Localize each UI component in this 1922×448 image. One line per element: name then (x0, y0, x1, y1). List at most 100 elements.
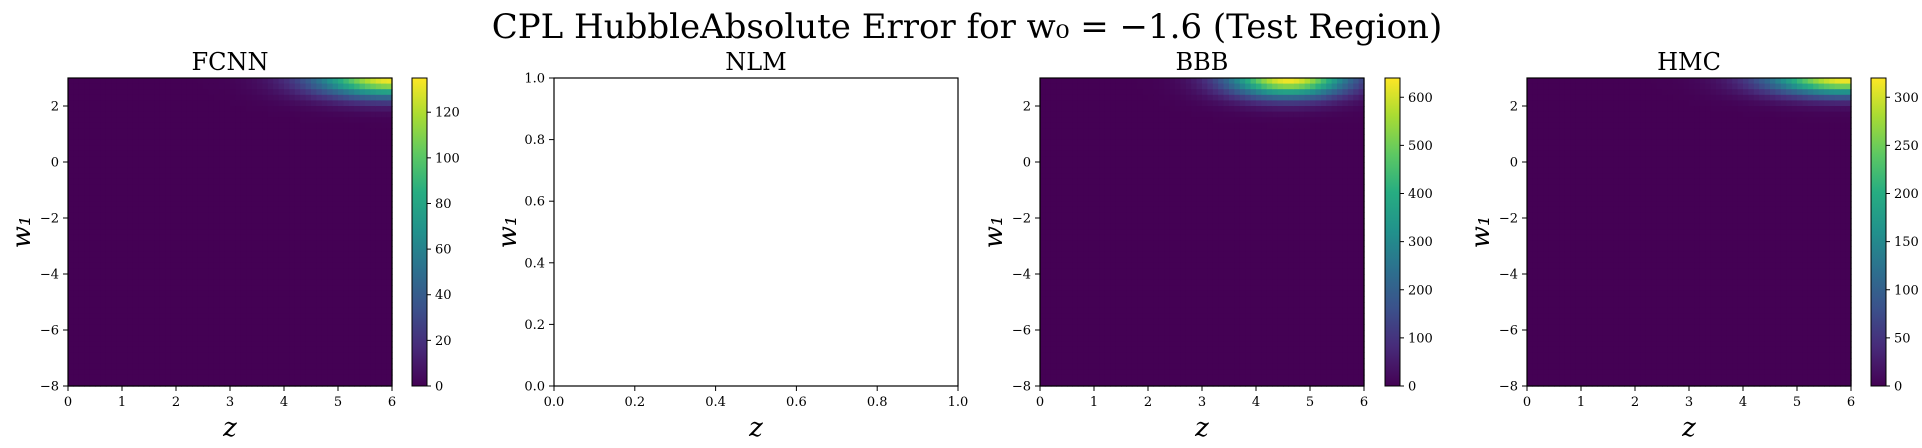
heatmap-cell (300, 307, 307, 314)
heatmap-cell (316, 184, 323, 191)
heatmap-cell (197, 318, 204, 325)
heatmap-cell (1121, 380, 1127, 387)
heatmap-cell (1099, 94, 1106, 101)
heatmap-cell (1056, 352, 1063, 359)
heatmap-cell (165, 128, 172, 135)
heatmap-cell (300, 369, 307, 376)
heatmap-cell (332, 234, 339, 241)
heatmap-cell (78, 128, 85, 135)
heatmap-cell (257, 195, 263, 202)
heatmap-cell (208, 195, 215, 202)
x-tick-label: 1 (118, 395, 126, 410)
heatmap-cell (170, 195, 177, 202)
heatmap-cell (240, 190, 247, 197)
heatmap-cell (186, 346, 193, 353)
heatmap-cell (257, 240, 263, 247)
heatmap-cell (1126, 251, 1133, 258)
heatmap-cell (267, 201, 274, 208)
heatmap-cell (1126, 167, 1133, 174)
heatmap-cell (1175, 330, 1181, 337)
heatmap-cell (68, 117, 74, 124)
heatmap-cell (181, 173, 188, 180)
heatmap-cell (105, 285, 112, 292)
heatmap-cell (278, 374, 285, 381)
heatmap-cell (370, 134, 377, 141)
heatmap-cell (1142, 206, 1149, 213)
heatmap-cell (273, 352, 280, 359)
heatmap-cell (203, 358, 209, 365)
heatmap-cell (381, 145, 388, 152)
heatmap-cell (1088, 229, 1095, 236)
heatmap-cell (1104, 162, 1111, 169)
heatmap-cell (181, 83, 188, 90)
heatmap-cell (192, 313, 199, 320)
heatmap-cell (224, 223, 231, 230)
heatmap-cell (289, 296, 296, 303)
heatmap-cell (1121, 134, 1127, 141)
heatmap-cell (1088, 380, 1095, 387)
heatmap-cell (1067, 251, 1073, 258)
heatmap-cell (267, 206, 274, 213)
heatmap-cell (132, 94, 139, 101)
heatmap-cell (316, 122, 323, 129)
heatmap-cell (1077, 380, 1084, 387)
heatmap-cell (1158, 268, 1165, 275)
heatmap-cell (1185, 268, 1192, 275)
heatmap-cell (1061, 262, 1068, 269)
heatmap-cell (111, 262, 118, 269)
heatmap-cell (1099, 246, 1106, 253)
heatmap-cell (176, 139, 182, 146)
heatmap-cell (1131, 117, 1138, 124)
heatmap-cell (1056, 285, 1063, 292)
heatmap-cell (1153, 223, 1160, 230)
heatmap-cell (1072, 139, 1079, 146)
heatmap-cell (267, 358, 274, 365)
heatmap-cell (1083, 150, 1090, 157)
heatmap-cell (327, 206, 334, 213)
heatmap-cell (1050, 302, 1057, 309)
heatmap-cell (138, 128, 145, 135)
heatmap-cell (1040, 363, 1046, 370)
heatmap-cell (149, 184, 155, 191)
heatmap-cell (375, 268, 382, 275)
heatmap-cell (1131, 234, 1138, 241)
heatmap-cell (370, 195, 377, 202)
heatmap-cell (208, 173, 215, 180)
heatmap-cell (165, 150, 172, 157)
heatmap-cell (240, 318, 247, 325)
heatmap-cell (289, 94, 296, 101)
heatmap-cell (375, 369, 382, 376)
heatmap-cell (78, 358, 85, 365)
heatmap-cell (1094, 94, 1100, 101)
heatmap-cell (181, 246, 188, 253)
heatmap-cell (127, 212, 134, 219)
heatmap-cell (370, 257, 377, 264)
heatmap-cell (105, 302, 112, 309)
heatmap-cell (246, 139, 253, 146)
heatmap-cell (73, 313, 80, 320)
heatmap-cell (278, 173, 285, 180)
heatmap-cell (386, 128, 393, 135)
heatmap-cell (1099, 89, 1106, 96)
heatmap-cell (1110, 240, 1117, 247)
heatmap-cell (73, 285, 80, 292)
heatmap-cell (159, 251, 166, 258)
heatmap-cell (1185, 111, 1192, 118)
heatmap-cell (181, 195, 188, 202)
heatmap-cell (251, 139, 258, 146)
heatmap-cell (197, 251, 204, 258)
heatmap-cell (176, 274, 182, 281)
heatmap-cell (1040, 173, 1046, 180)
heatmap-cell (327, 128, 334, 135)
heatmap-cell (1158, 201, 1165, 208)
heatmap-cell (1175, 195, 1181, 202)
heatmap-cell (127, 363, 134, 370)
heatmap-cell (203, 234, 209, 241)
heatmap-cell (230, 251, 236, 258)
heatmap-cell (143, 374, 150, 381)
heatmap-cell (1077, 162, 1084, 169)
heatmap-cell (116, 195, 123, 202)
heatmap-cell (1169, 122, 1176, 129)
heatmap-cell (68, 206, 74, 213)
heatmap-cell (354, 212, 361, 219)
